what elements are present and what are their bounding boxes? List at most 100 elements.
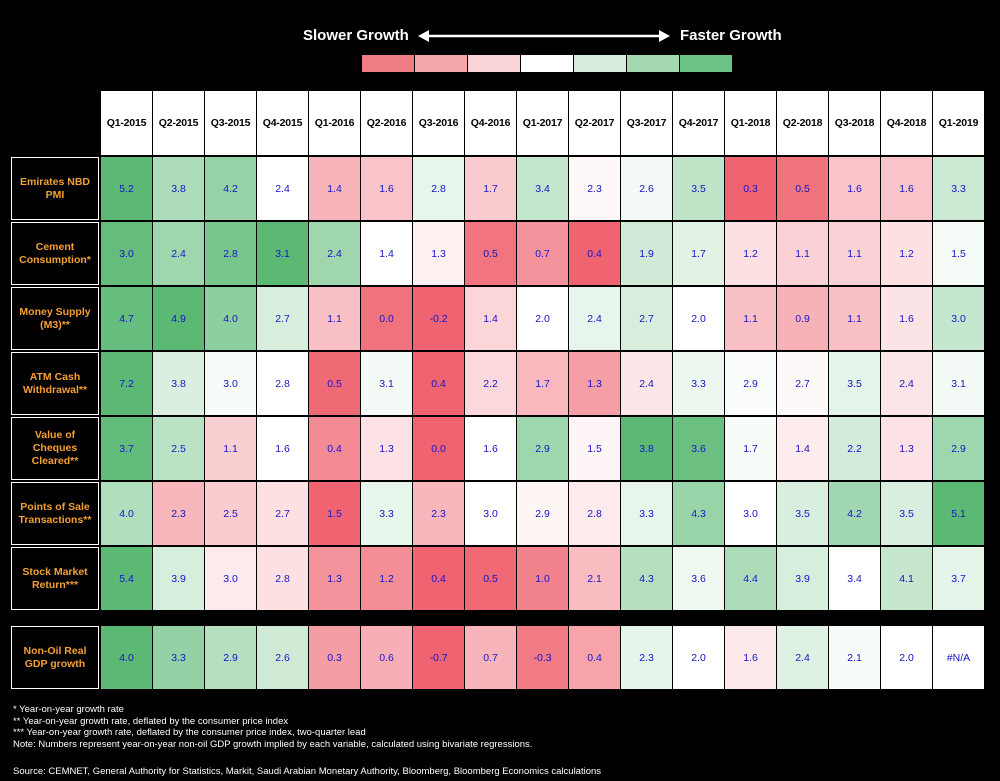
heatmap-cell: 1.2	[725, 222, 776, 285]
heatmap-cell: -0.7	[413, 626, 464, 689]
heatmap-cell: 0.3	[725, 157, 776, 220]
heatmap-cell: 2.3	[413, 482, 464, 545]
heatmap-cell: 2.6	[257, 626, 308, 689]
heatmap-cell: 0.9	[777, 287, 828, 350]
heatmap-cell: 1.5	[309, 482, 360, 545]
heatmap-cell: 2.4	[777, 626, 828, 689]
heatmap-cell: 0.5	[777, 157, 828, 220]
row-header: Stock Market Return***	[11, 547, 99, 610]
legend-swatch	[521, 55, 574, 72]
heatmap-cell: 2.5	[153, 417, 204, 480]
column-header: Q2-2016	[361, 91, 412, 155]
footnote: * Year-on-year growth rate	[13, 704, 124, 715]
heatmap-cell: 2.0	[881, 626, 932, 689]
footnote: Note: Numbers represent year-on-year non…	[13, 738, 533, 750]
column-header: Q3-2017	[621, 91, 672, 155]
heatmap-cell: 3.7	[101, 417, 152, 480]
heatmap-cell: 3.9	[777, 547, 828, 610]
legend-swatch	[362, 55, 415, 72]
footnote: *** Year-on-year growth rate, deflated b…	[13, 727, 366, 739]
heatmap-cell: 4.3	[621, 547, 672, 610]
heatmap-cell: 2.9	[933, 417, 984, 480]
heatmap-cell: 1.2	[881, 222, 932, 285]
heatmap-cell: 2.9	[517, 417, 568, 480]
column-header: Q1-2015	[101, 91, 152, 155]
heatmap-cell: 4.1	[881, 547, 932, 610]
source-note: Source: CEMNET, General Authority for St…	[13, 766, 602, 777]
heatmap-cell: 2.7	[621, 287, 672, 350]
heatmap-cell: 1.6	[881, 157, 932, 220]
heatmap-cell: 2.3	[569, 157, 620, 220]
column-header: Q1-2018	[725, 91, 776, 155]
heatmap-cell: 3.3	[153, 626, 204, 689]
heatmap-cell: 1.4	[465, 287, 516, 350]
heatmap-cell: 1.3	[361, 417, 412, 480]
legend-swatch	[627, 55, 680, 72]
heatmap-cell: 3.4	[517, 157, 568, 220]
heatmap-cell: 1.6	[257, 417, 308, 480]
heatmap-cell: 2.8	[205, 222, 256, 285]
column-header: Q2-2017	[569, 91, 620, 155]
heatmap-cell: 3.0	[101, 222, 152, 285]
heatmap-cell: 1.1	[777, 222, 828, 285]
legend-faster-label: Faster Growth	[680, 27, 782, 44]
heatmap-cell: 0.3	[309, 626, 360, 689]
heatmap-cell: 0.0	[413, 417, 464, 480]
heatmap-cell: 1.4	[309, 157, 360, 220]
heatmap-cell: 0.5	[309, 352, 360, 415]
heatmap-cell: 2.7	[257, 287, 308, 350]
heatmap-cell: 2.4	[621, 352, 672, 415]
heatmap-cell: 2.4	[881, 352, 932, 415]
column-header: Q1-2017	[517, 91, 568, 155]
heatmap-cell: 0.7	[465, 626, 516, 689]
heatmap-cell: 5.4	[101, 547, 152, 610]
column-header: Q2-2018	[777, 91, 828, 155]
heatmap-cell: 1.1	[725, 287, 776, 350]
heatmap-cell: 1.4	[777, 417, 828, 480]
heatmap-cell: 2.9	[517, 482, 568, 545]
heatmap-cell: 0.4	[413, 352, 464, 415]
heatmap-cell: 2.1	[829, 626, 880, 689]
heatmap-cell: 5.2	[101, 157, 152, 220]
column-header: Q3-2015	[205, 91, 256, 155]
heatmap-cell: 3.1	[257, 222, 308, 285]
heatmap-cell: 1.9	[621, 222, 672, 285]
row-header: Cement Consumption*	[11, 222, 99, 285]
heatmap-cell: 2.4	[309, 222, 360, 285]
heatmap-cell: 3.7	[933, 547, 984, 610]
heatmap-cell: 1.1	[829, 222, 880, 285]
column-header: Q3-2018	[829, 91, 880, 155]
heatmap-cell: 4.2	[205, 157, 256, 220]
row-header: Money Supply (M3)**	[11, 287, 99, 350]
heatmap-cell: 1.7	[673, 222, 724, 285]
heatmap-cell: 0.6	[361, 626, 412, 689]
heatmap-cell: 1.3	[309, 547, 360, 610]
heatmap-cell: 3.3	[673, 352, 724, 415]
footnote: ** Year-on-year growth rate, deflated by…	[13, 715, 289, 727]
heatmap-cell: 2.7	[777, 352, 828, 415]
heatmap-cell: 3.9	[153, 547, 204, 610]
heatmap-cell: 3.3	[621, 482, 672, 545]
column-header: Q1-2016	[309, 91, 360, 155]
heatmap-cell: 0.4	[569, 626, 620, 689]
heatmap-cell: 1.5	[569, 417, 620, 480]
heatmap-cell: 0.5	[465, 547, 516, 610]
heatmap-cell: 1.5	[933, 222, 984, 285]
heatmap-cell: 1.6	[361, 157, 412, 220]
heatmap-cell: 4.9	[153, 287, 204, 350]
legend-swatch	[574, 55, 627, 72]
heatmap-cell: -0.3	[517, 626, 568, 689]
footnotes: * Year-on-year growth rate ** Year-on-ye…	[13, 704, 532, 750]
legend-swatch	[415, 55, 468, 72]
heatmap-cell: 2.3	[621, 626, 672, 689]
legend-slower-label: Slower Growth	[303, 27, 409, 44]
heatmap-cell: 1.6	[725, 626, 776, 689]
row-header: Non-Oil Real GDP growth	[11, 626, 99, 689]
heatmap-cell: 1.3	[569, 352, 620, 415]
heatmap-cell: 2.0	[673, 287, 724, 350]
heatmap-cell: 1.7	[725, 417, 776, 480]
heatmap-cell: 2.0	[517, 287, 568, 350]
heatmap-cell: 4.2	[829, 482, 880, 545]
heatmap-cell: 2.8	[413, 157, 464, 220]
heatmap-cell: 4.0	[101, 482, 152, 545]
